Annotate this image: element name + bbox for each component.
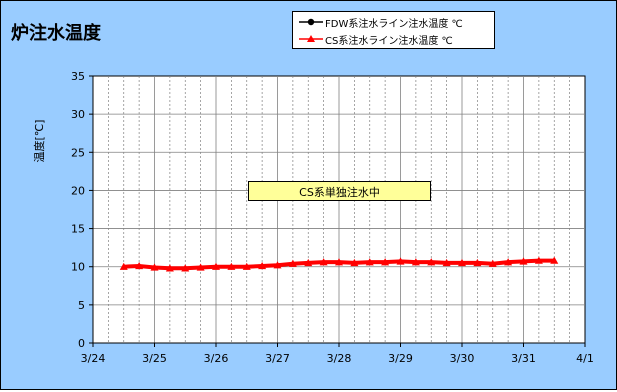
data-point [181,264,190,272]
legend-label-fdw: FDW系注水ライン注水温度 ℃ [325,19,463,30]
data-point [473,258,482,267]
data-point [242,262,251,270]
data-point [458,258,466,267]
legend: FDW系注水ライン注水温度 ℃ CS系注水ライン注水温度 ℃ [292,11,495,49]
x-tick-label: 3/26 [204,352,229,365]
data-point [319,258,328,266]
chart-title: 炉注水温度 [11,23,101,44]
y-tick-label: 25 [71,146,85,159]
annotation-text: CS系単独注水中 [299,186,380,199]
y-tick-label: 10 [71,261,85,274]
data-point [381,258,390,266]
data-point [273,261,282,269]
y-tick-label: 30 [71,108,85,121]
data-point [427,258,436,266]
data-point [350,258,359,267]
data-point [488,259,497,267]
data-point [504,258,513,266]
y-tick-label: 0 [78,337,85,350]
x-tick-label: 3/27 [265,352,290,365]
y-tick-label: 20 [71,184,85,197]
data-point [304,258,313,267]
legend-label-cs: CS系注水ライン注水温度 ℃ [325,36,453,47]
data-point [258,261,267,270]
data-point [365,258,374,266]
x-tick-label: 3/30 [450,352,475,365]
y-tick-label: 5 [78,299,85,312]
data-point [396,257,405,265]
legend-swatch-fdw-icon [299,18,323,26]
data-point [227,262,236,270]
data-point [119,262,128,270]
legend-entry-fdw: FDW系注水ライン注水温度 ℃ [293,14,494,30]
y-tick-label: 35 [71,70,85,83]
annotation-box: CS系単独注水中 [248,181,431,201]
x-tick-label: 3/29 [388,352,413,365]
x-tick-label: 4/1 [576,352,594,365]
data-point [196,263,205,271]
x-tick-label: 3/25 [142,352,167,365]
x-tick-label: 3/31 [511,352,536,365]
data-point [150,263,159,271]
data-point [288,259,297,267]
data-point [411,258,420,266]
legend-entry-cs: CS系注水ライン注水温度 ℃ [293,31,494,47]
data-point [550,256,559,264]
y-tick-label: 15 [71,223,85,236]
x-tick-label: 3/28 [327,352,352,365]
x-tick-label: 3/24 [81,352,106,365]
data-point [534,256,543,264]
data-point [519,257,528,265]
data-point [335,258,343,266]
data-point [135,261,144,270]
legend-swatch-cs-icon [299,35,323,42]
data-point [165,264,174,272]
data-point [212,262,220,270]
data-point [442,258,451,267]
